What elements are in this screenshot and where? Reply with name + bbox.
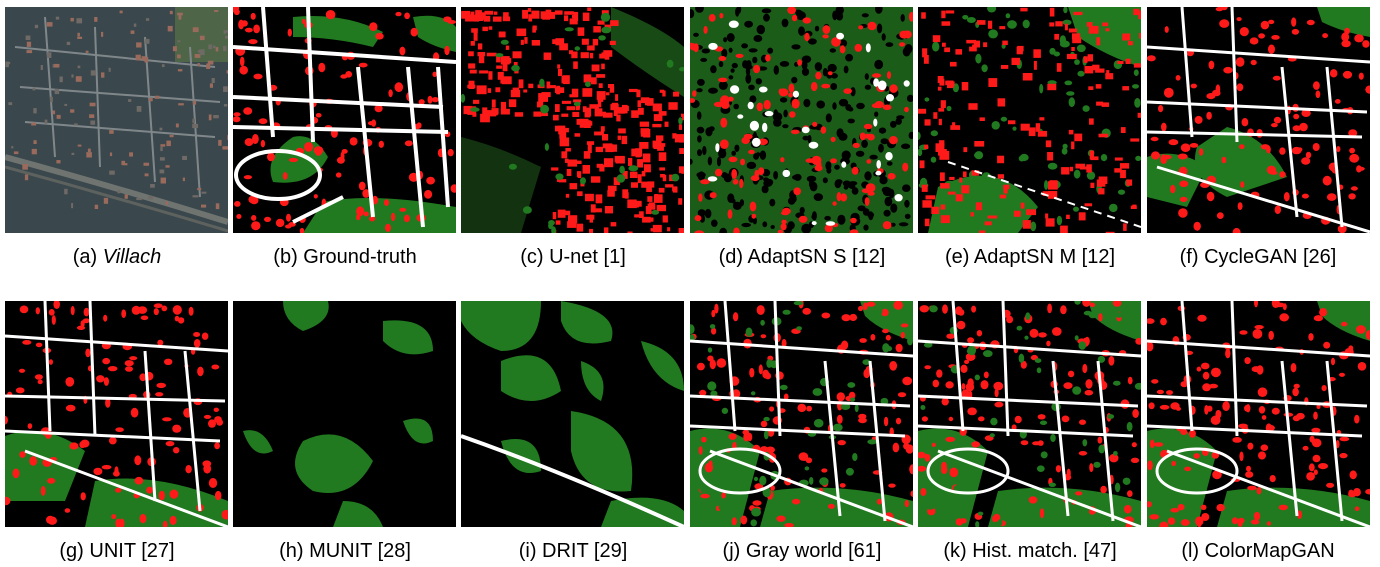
panel-colormapgan <box>1147 301 1370 527</box>
panel-adaptsn-s <box>690 7 913 233</box>
panel-munit <box>233 301 456 527</box>
caption-a-label: (a) <box>72 246 103 268</box>
panel-unit <box>5 301 228 527</box>
panel-villach-aerial <box>5 7 228 233</box>
panel-hist-match <box>918 301 1141 527</box>
segmentation-map <box>233 7 456 233</box>
segmentation-map <box>461 7 684 233</box>
caption-c: (c) U-net [1] <box>520 246 626 268</box>
caption-l: (l) ColorMapGAN <box>1181 540 1335 562</box>
aerial-image <box>5 7 228 233</box>
segmentation-map <box>918 301 1141 527</box>
caption-g: (g) UNIT [27] <box>59 540 175 562</box>
segmentation-map <box>918 7 1141 233</box>
segmentation-map <box>1147 301 1370 527</box>
panel-drit <box>461 301 684 527</box>
caption-e: (e) AdaptSN M [12] <box>944 246 1116 268</box>
panel-ground-truth <box>233 7 456 233</box>
caption-d: (d) AdaptSN S [12] <box>718 246 886 268</box>
segmentation-map <box>461 301 684 527</box>
caption-h: (h) MUNIT [28] <box>279 540 411 562</box>
caption-b: (b) Ground-truth <box>273 246 417 268</box>
segmentation-map <box>1147 7 1370 233</box>
caption-a-name: Villach <box>102 246 162 268</box>
panel-cyclegan <box>1147 7 1370 233</box>
caption-j: (j) Gray world [61] <box>722 540 882 562</box>
caption-k: (k) Hist. match. [47] <box>943 540 1117 562</box>
panel-unet <box>461 7 684 233</box>
segmentation-map <box>690 7 913 233</box>
caption-i: (i) DRIT [29] <box>518 540 628 562</box>
segmentation-map <box>233 301 456 527</box>
caption-a: (a) Villach <box>3 245 231 269</box>
panel-gray-world <box>690 301 913 527</box>
panel-adaptsn-m <box>918 7 1141 233</box>
caption-f: (f) CycleGAN [26] <box>1179 246 1337 268</box>
segmentation-map <box>5 301 228 527</box>
segmentation-map <box>690 301 913 527</box>
